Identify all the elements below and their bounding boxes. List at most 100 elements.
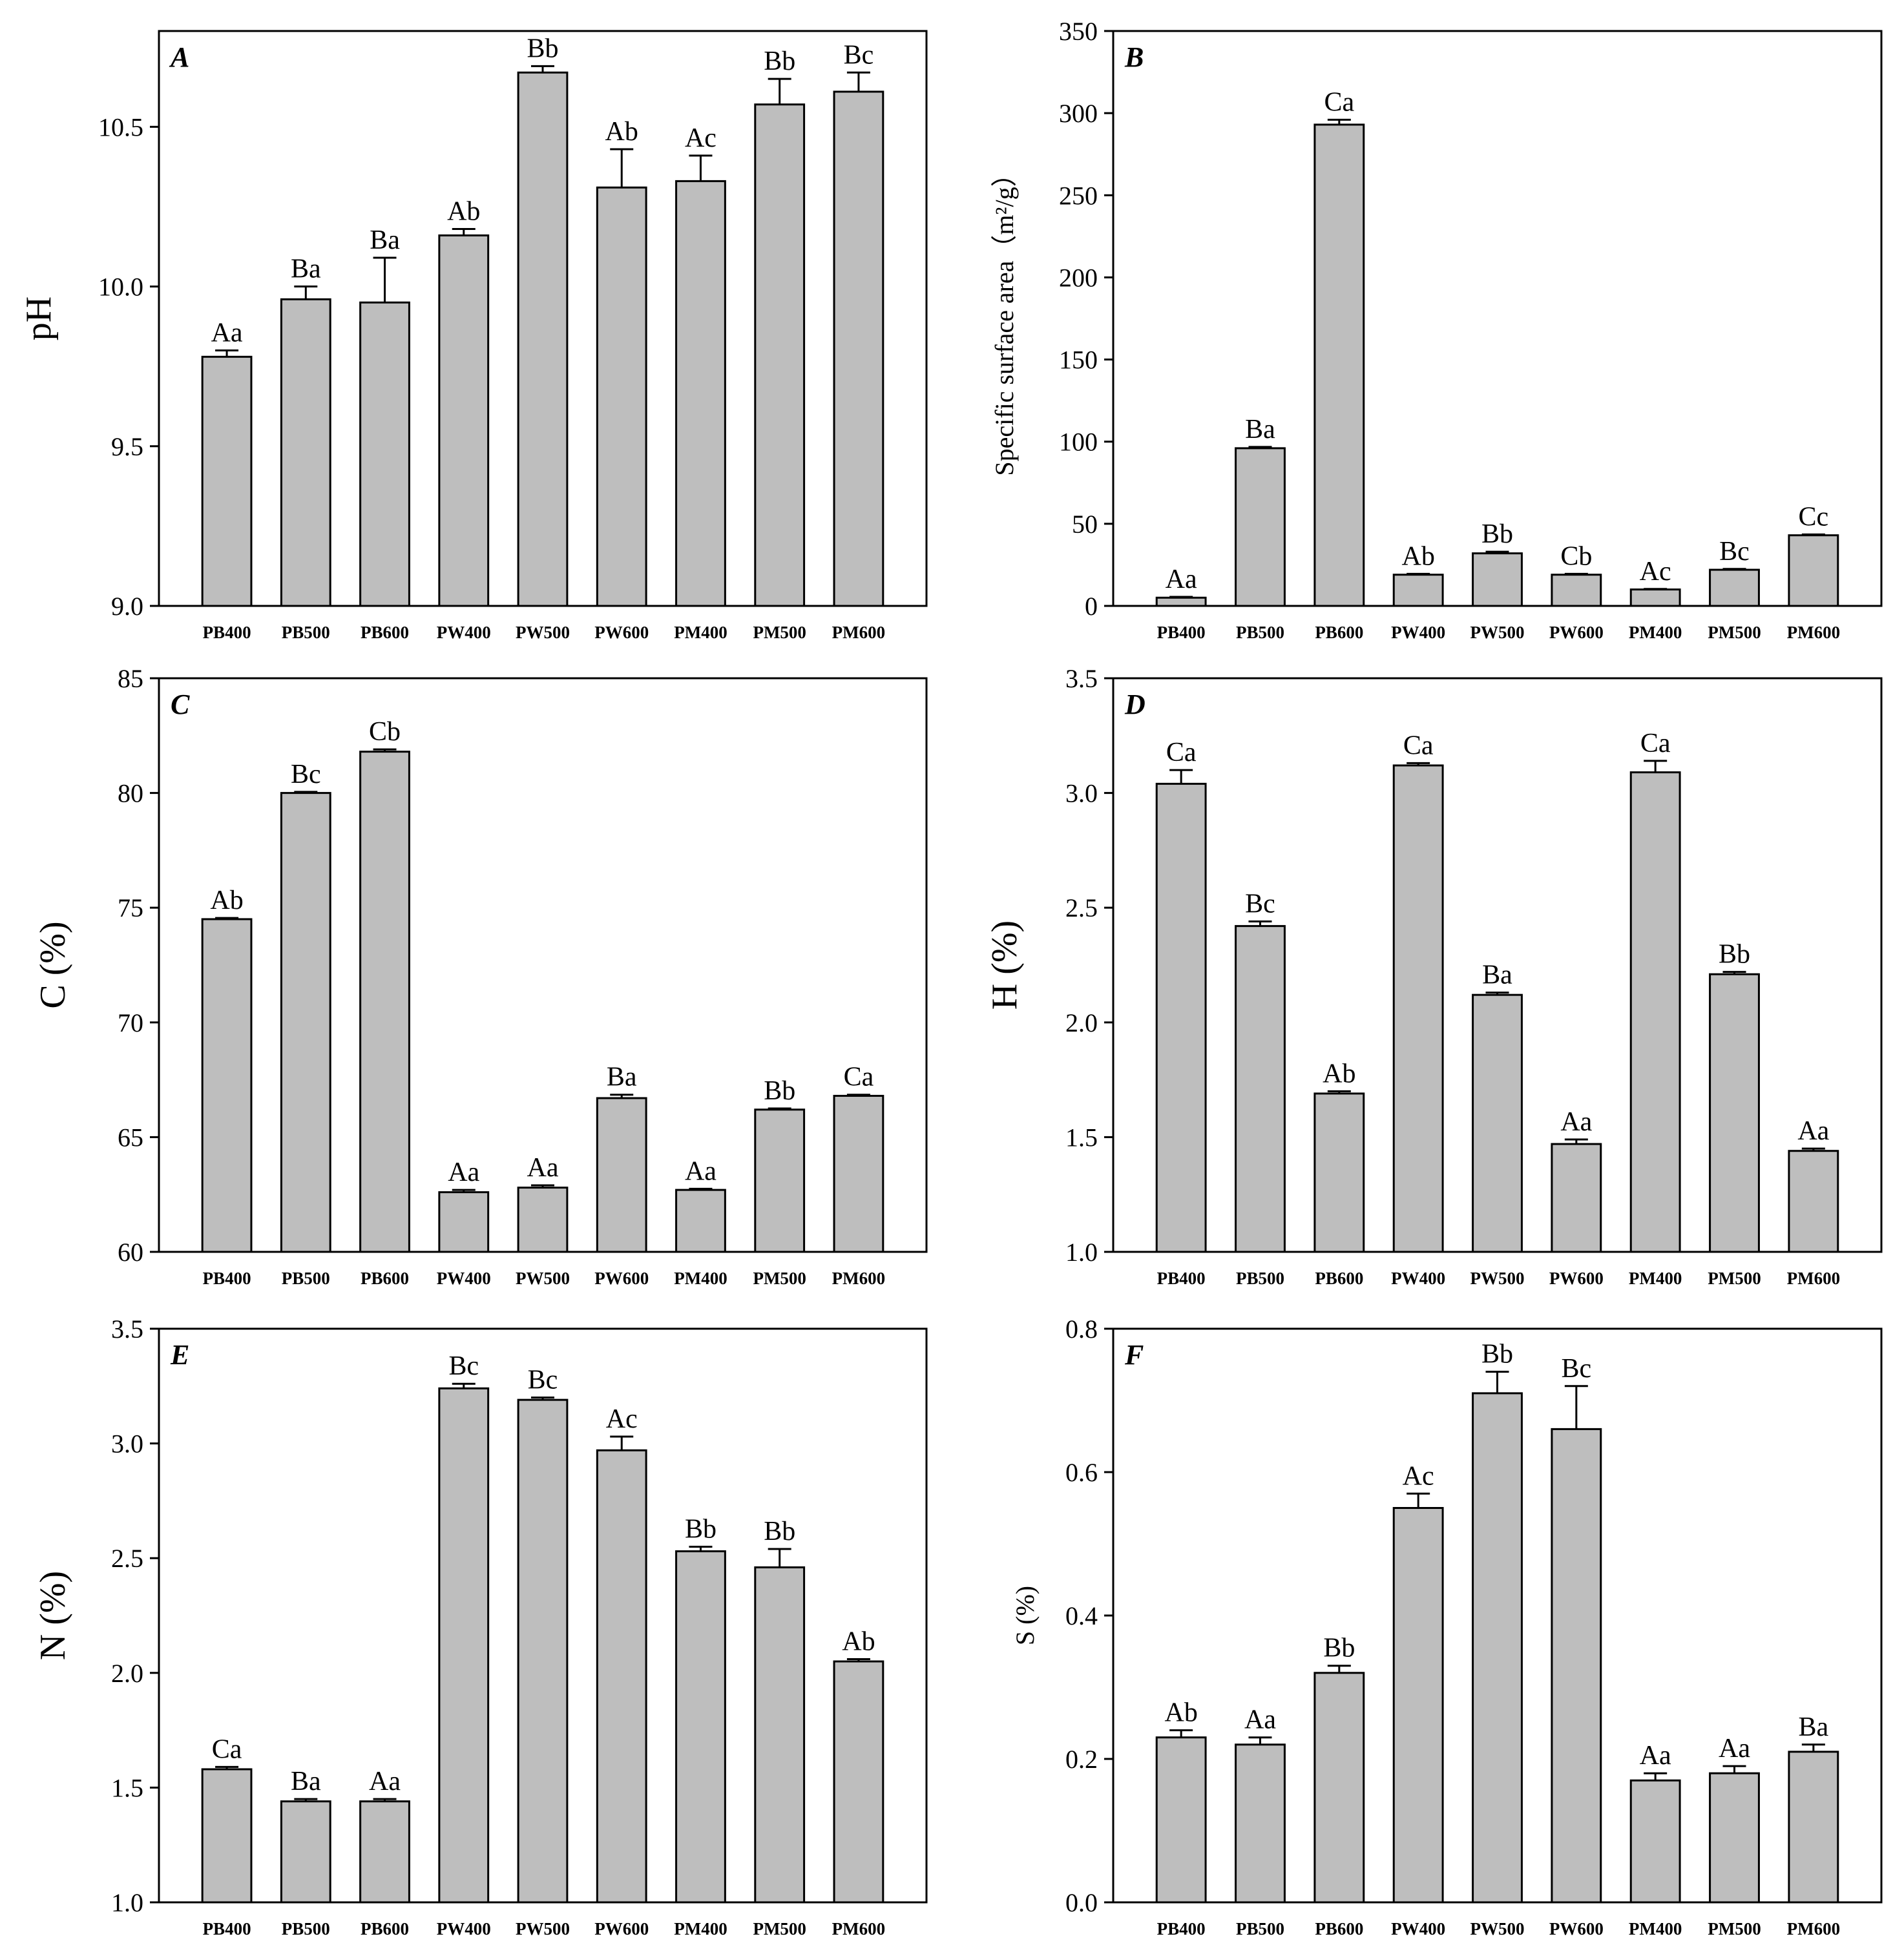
bar [675, 180, 726, 607]
x-tick-label: PW500 [516, 1919, 570, 1938]
y-axis-label: N (%) [33, 1571, 73, 1660]
significance-label: Ba [1799, 1712, 1829, 1742]
significance-label: Ca [844, 1063, 874, 1092]
x-tick-label: PM400 [674, 623, 727, 642]
bar [201, 918, 253, 1253]
y-axis-label: C (%) [33, 921, 73, 1008]
bar [596, 186, 647, 607]
bar [754, 1108, 806, 1253]
x-tick-label: PB500 [1236, 1919, 1284, 1938]
significance-label: Ac [1640, 557, 1671, 587]
bar [1551, 1428, 1602, 1904]
x-tick-label: PW500 [516, 1269, 570, 1288]
y-tick-label: 0 [1085, 592, 1098, 621]
panel-f: Ab PB400 Aa PB500 Bb PB600 Ac PW400 Bb PW500 Bc PW6… [1010, 1315, 1883, 1938]
plot-frame [1112, 30, 1883, 607]
significance-label: Ab [1164, 1698, 1197, 1728]
x-tick-label: PB500 [282, 1919, 330, 1938]
bar [517, 71, 569, 607]
y-tick-label: 2.5 [1065, 893, 1098, 922]
x-tick-label: PW500 [516, 623, 570, 642]
significance-label: Aa [369, 1767, 401, 1796]
significance-label: Aa [1719, 1734, 1750, 1763]
significance-label: Bb [1323, 1634, 1355, 1663]
x-tick-label: PM500 [753, 623, 806, 642]
significance-label: Bb [764, 1517, 795, 1546]
significance-label: Bb [1719, 940, 1750, 970]
significance-label: Ba [1245, 415, 1275, 444]
bar [754, 103, 806, 607]
significance-label: Ca [212, 1734, 242, 1764]
bar [359, 751, 410, 1253]
y-tick-label: 70 [118, 1008, 143, 1037]
x-tick-label: PW500 [1470, 1919, 1525, 1938]
bar [1392, 764, 1444, 1253]
bar [201, 1768, 253, 1904]
bar [1313, 123, 1365, 607]
y-tick-label: 1.0 [111, 1888, 143, 1917]
significance-label: Bc [291, 760, 321, 789]
x-tick-label: PW600 [1549, 1269, 1604, 1288]
panel-label: C [171, 689, 190, 720]
bar [833, 1660, 884, 1904]
significance-label: Aa [685, 1156, 717, 1186]
x-tick-label: PW400 [1391, 1269, 1445, 1288]
bar [1709, 973, 1760, 1253]
significance-label: Bb [764, 1076, 795, 1106]
significance-label: Ca [1403, 731, 1434, 760]
y-tick-label: 60 [118, 1238, 143, 1267]
y-tick-label: 80 [118, 779, 143, 808]
x-tick-label: PM600 [1787, 1919, 1840, 1938]
significance-label: Bb [764, 47, 795, 76]
y-axis-label: H (%) [985, 920, 1025, 1010]
bar [1313, 1092, 1365, 1253]
x-tick-label: PW400 [1391, 623, 1445, 642]
x-tick-label: PB500 [1236, 623, 1284, 642]
x-tick-label: PW400 [1391, 1919, 1445, 1938]
x-tick-label: PB400 [203, 1919, 251, 1938]
x-tick-label: PB400 [203, 1269, 251, 1288]
bar [1788, 1751, 1839, 1904]
y-axis-label: S (%) [1010, 1586, 1040, 1645]
panel-label: A [169, 41, 189, 73]
significance-label: Ab [842, 1627, 875, 1656]
x-tick-label: PM600 [1787, 1269, 1840, 1288]
bar [675, 1189, 726, 1253]
x-tick-label: PM500 [753, 1269, 806, 1288]
y-tick-label: 3.0 [111, 1429, 143, 1459]
bar [517, 1187, 569, 1253]
bar [833, 1094, 884, 1253]
significance-label: Ba [607, 1063, 637, 1092]
significance-label: Ba [1482, 961, 1512, 990]
y-tick-label: 0.0 [1065, 1888, 1098, 1917]
x-tick-label: PM400 [674, 1919, 727, 1938]
bar [1788, 1150, 1839, 1253]
bar [280, 1800, 331, 1904]
significance-label: Aa [448, 1158, 479, 1187]
significance-label: Ba [370, 225, 400, 255]
y-tick-label: 75 [118, 893, 143, 922]
significance-label: Ca [1324, 87, 1355, 117]
significance-label: Aa [1560, 1107, 1592, 1137]
y-tick-label: 1.5 [111, 1773, 143, 1802]
x-tick-label: PM600 [832, 1919, 885, 1938]
significance-label: Ac [685, 123, 717, 153]
y-tick-label: 9.5 [111, 432, 143, 461]
significance-label: Bc [1562, 1354, 1592, 1384]
plot-frame [158, 30, 928, 607]
significance-label: Bc [1719, 537, 1750, 566]
y-tick-label: 200 [1059, 263, 1098, 292]
bar [1235, 925, 1286, 1253]
y-tick-label: 3.5 [111, 1315, 143, 1344]
x-tick-label: PB500 [1236, 1269, 1284, 1288]
x-tick-label: PW400 [437, 623, 491, 642]
plot-frame [158, 1327, 928, 1904]
significance-label: Ca [1640, 729, 1671, 758]
x-tick-label: PM400 [1629, 1269, 1682, 1288]
y-tick-label: 300 [1059, 99, 1098, 128]
plot-frame [1112, 677, 1883, 1253]
bar [280, 298, 331, 607]
x-tick-label: PW500 [1470, 1269, 1525, 1288]
x-tick-label: PB600 [361, 623, 409, 642]
